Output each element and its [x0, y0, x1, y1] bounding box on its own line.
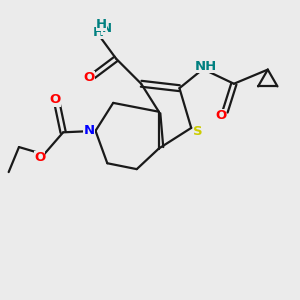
Text: O: O: [215, 109, 226, 122]
Text: N: N: [83, 124, 94, 137]
Text: O: O: [49, 93, 61, 106]
Text: H: H: [93, 26, 104, 39]
Text: N: N: [101, 22, 111, 35]
Text: NH: NH: [195, 60, 217, 73]
Text: O: O: [83, 71, 95, 84]
Text: H: H: [96, 18, 107, 31]
Text: S: S: [193, 125, 202, 138]
Text: O: O: [34, 151, 45, 164]
